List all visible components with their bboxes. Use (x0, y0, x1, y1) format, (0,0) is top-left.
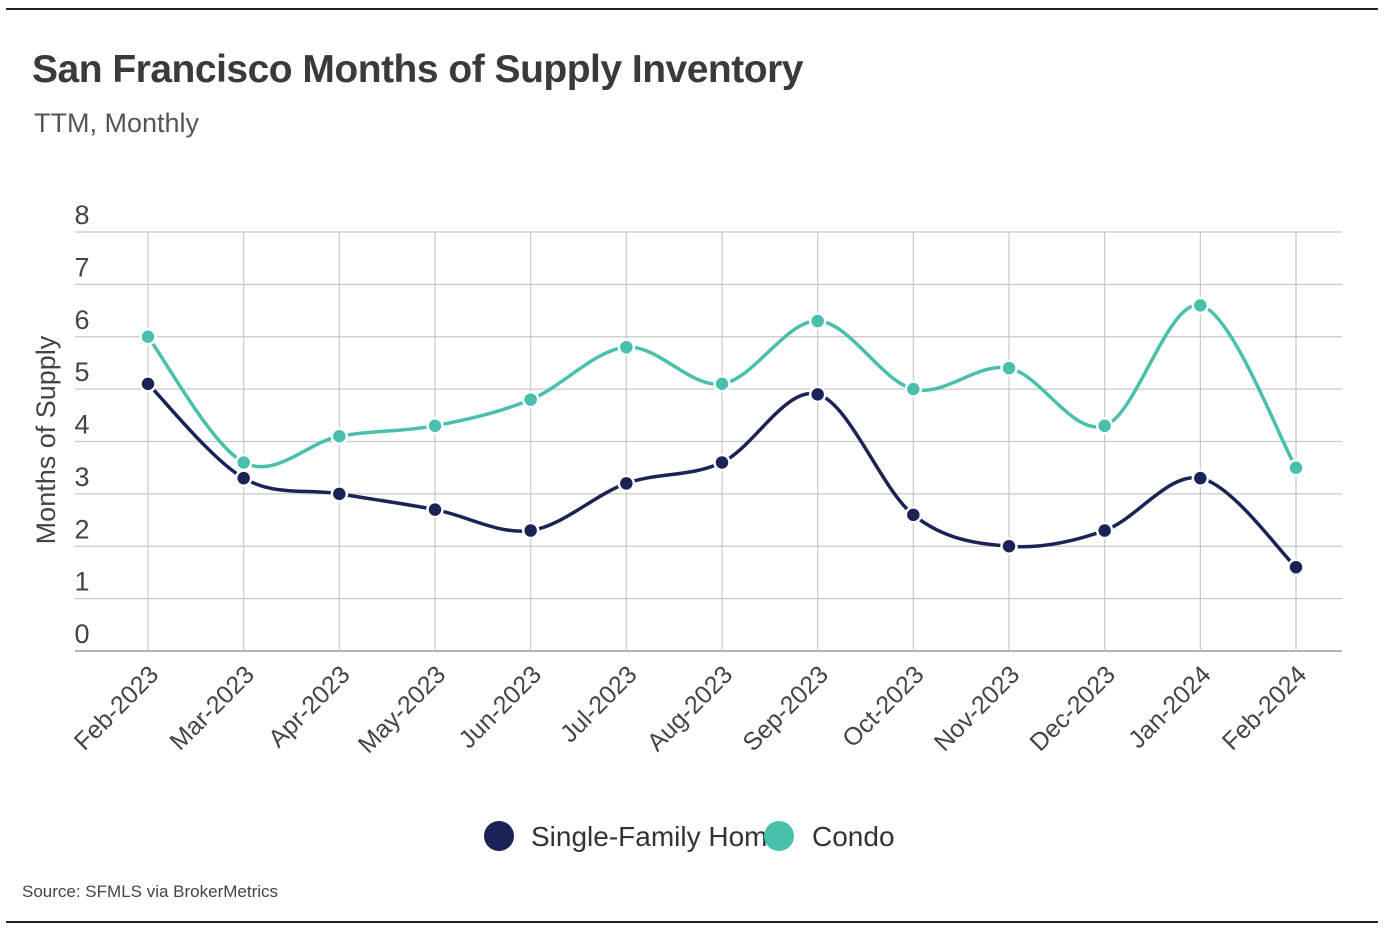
data-point-single-family-home-apr-2023 (330, 485, 349, 503)
y-tick-label: 3 (74, 462, 89, 492)
x-tick-label: Sep-2023 (737, 660, 833, 756)
x-tick-label: Feb-2024 (1217, 660, 1313, 756)
y-axis-label: Months of Supply (31, 335, 61, 544)
x-tick-label: Dec-2023 (1024, 660, 1120, 756)
data-point-single-family-home-jun-2023 (521, 521, 540, 540)
legend-marker-single-family-home (484, 821, 514, 851)
y-tick-label: 2 (74, 514, 89, 544)
data-point-condo-jul-2023 (617, 338, 636, 356)
legend-label-condo: Condo (812, 821, 895, 852)
x-tick-label: May-2023 (353, 660, 451, 758)
data-point-condo-apr-2023 (330, 427, 349, 446)
data-point-single-family-home-sep-2023 (808, 385, 827, 404)
legend-label-single-family-home: Single-Family Home (531, 821, 783, 852)
data-point-single-family-home-may-2023 (426, 500, 444, 519)
x-tick-label: Feb-2023 (69, 660, 164, 755)
data-point-single-family-home-mar-2023 (234, 469, 253, 487)
y-tick-label: 6 (74, 305, 89, 335)
y-axis-ticks: 0 1 2 3 4 5 6 7 8 (74, 200, 89, 649)
grid (75, 231, 1342, 652)
x-tick-label: Jun-2023 (453, 660, 547, 754)
series (139, 296, 1305, 576)
bottom-rule (6, 921, 1378, 923)
y-tick-label: 7 (74, 252, 89, 282)
data-point-condo-aug-2023 (713, 375, 731, 393)
x-tick-label: Jul-2023 (555, 660, 643, 748)
chart-title: San Francisco Months of Supply Inventory (32, 48, 803, 91)
x-tick-label: Jan-2024 (1123, 660, 1217, 754)
legend-marker-condo (764, 821, 794, 851)
data-point-condo-dec-2023 (1095, 417, 1114, 435)
data-point-condo-jun-2023 (521, 390, 540, 409)
y-tick-label: 1 (74, 567, 89, 597)
data-point-condo-mar-2023 (234, 453, 253, 472)
y-tick-label: 0 (74, 619, 89, 649)
top-rule (6, 8, 1378, 10)
source-note: Source: SFMLS via BrokerMetrics (22, 882, 279, 901)
x-tick-label: Oct-2023 (837, 660, 930, 753)
y-tick-label: 4 (74, 410, 89, 440)
y-tick-label: 5 (74, 357, 89, 387)
data-point-single-family-home-dec-2023 (1095, 521, 1114, 540)
data-point-condo-jan-2024 (1191, 296, 1210, 315)
data-point-single-family-home-jan-2024 (1191, 469, 1210, 487)
legend: Single-Family Home Condo (484, 821, 895, 852)
data-point-single-family-home-feb-2024 (1287, 558, 1305, 576)
data-point-condo-nov-2023 (1000, 359, 1018, 377)
data-point-condo-feb-2024 (1287, 458, 1305, 477)
data-point-condo-oct-2023 (904, 380, 923, 398)
x-tick-label: Apr-2023 (263, 660, 356, 753)
data-point-single-family-home-oct-2023 (904, 506, 923, 524)
y-tick-label: 8 (74, 200, 89, 230)
data-point-single-family-home-aug-2023 (713, 453, 731, 472)
x-tick-label: Nov-2023 (929, 660, 1025, 756)
chart-subtitle: TTM, Monthly (34, 108, 200, 138)
x-tick-label: Mar-2023 (164, 660, 259, 755)
data-point-condo-sep-2023 (808, 312, 827, 330)
x-tick-label: Aug-2023 (642, 660, 738, 756)
data-point-condo-feb-2023 (139, 328, 157, 346)
data-point-single-family-home-feb-2023 (139, 375, 157, 393)
data-point-single-family-home-jul-2023 (617, 474, 636, 493)
data-point-single-family-home-nov-2023 (1000, 537, 1018, 555)
data-point-condo-may-2023 (426, 417, 444, 435)
